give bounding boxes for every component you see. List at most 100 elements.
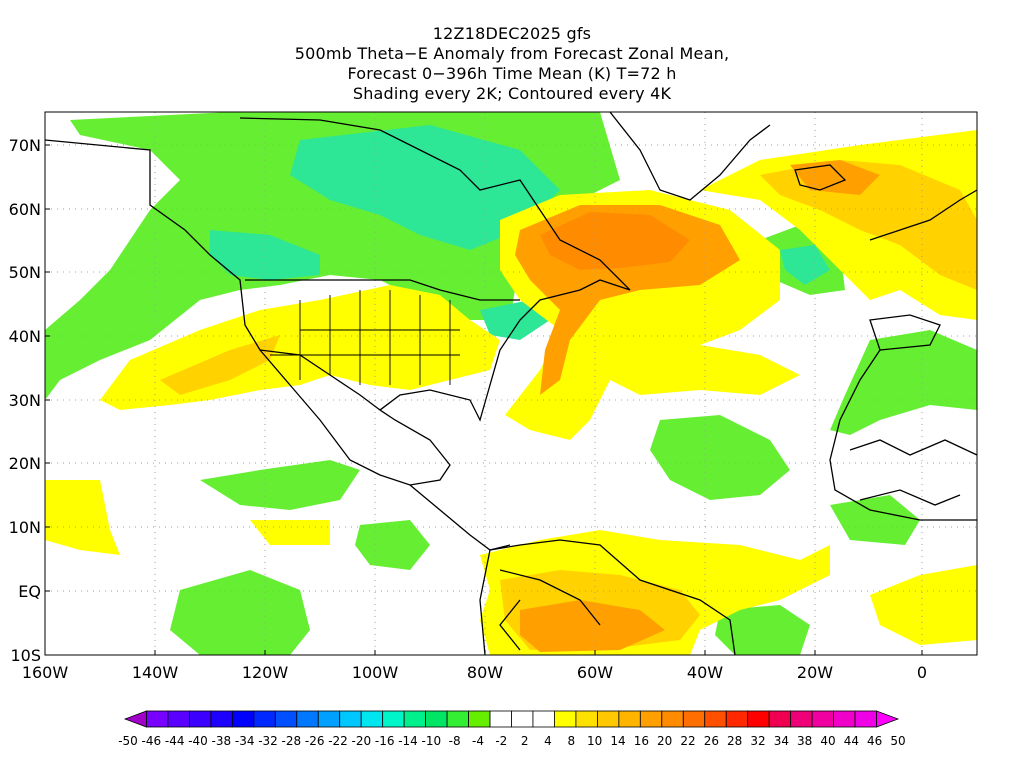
shade-green-midatlantic bbox=[830, 495, 920, 545]
shade-teal-newengland bbox=[480, 300, 550, 340]
colorbar-box bbox=[704, 710, 727, 728]
shade-orange-iceland bbox=[790, 160, 880, 195]
colorbar-label: 20 bbox=[657, 734, 672, 748]
colorbar-box bbox=[425, 710, 448, 728]
colorbar-label: 22 bbox=[680, 734, 695, 748]
lat-label: 10N bbox=[9, 518, 41, 537]
colorbar-box bbox=[747, 710, 770, 728]
coast-iberia bbox=[869, 314, 941, 351]
shade-teal-atlantic-patch bbox=[780, 245, 830, 285]
colorbar-label: 44 bbox=[844, 734, 859, 748]
colorbar-label: -20 bbox=[352, 734, 372, 748]
colorbar-label: 38 bbox=[797, 734, 812, 748]
colorbar-label: -2 bbox=[495, 734, 507, 748]
colorbar-box bbox=[167, 710, 190, 728]
colorbar-box bbox=[790, 710, 813, 728]
colorbar-label: 2 bbox=[521, 734, 529, 748]
shade-green-eastpac bbox=[355, 520, 430, 570]
colorbar-box bbox=[511, 710, 534, 728]
colorbar-label: -14 bbox=[398, 734, 418, 748]
title-line-2: 500mb Theta−E Anomaly from Forecast Zona… bbox=[294, 44, 730, 63]
shade-green-africa bbox=[830, 330, 977, 435]
colorbar-box bbox=[661, 710, 684, 728]
colorbar-box bbox=[682, 710, 706, 728]
colorbar-box bbox=[382, 710, 405, 728]
longitude-labels: 160W 140W 120W 100W 80W 60W 40W 20W 0 bbox=[22, 650, 927, 682]
colorbar-label: 16 bbox=[634, 734, 649, 748]
colorbar-box bbox=[403, 710, 427, 728]
colorbar-label: 8 bbox=[568, 734, 576, 748]
border-sam-2 bbox=[499, 599, 521, 651]
colorbar-label: -46 bbox=[142, 734, 162, 748]
coast-africa bbox=[829, 349, 977, 521]
title-line-4: Shading every 2K; Contoured every 4K bbox=[352, 84, 672, 103]
colorbar-box bbox=[446, 710, 469, 728]
colorbar-box bbox=[146, 710, 169, 728]
coast-iceland bbox=[794, 164, 847, 191]
colorbar-label: -4 bbox=[472, 734, 484, 748]
shade-yellow-eatlantic bbox=[870, 565, 977, 645]
lon-label: 0 bbox=[917, 663, 927, 682]
colorbar-box bbox=[768, 710, 792, 728]
lon-label: 40W bbox=[687, 663, 723, 682]
lat-label: 10S bbox=[10, 646, 41, 665]
colorbar-label: 28 bbox=[727, 734, 742, 748]
colorbar-label: 32 bbox=[750, 734, 765, 748]
colorbar-label: -50 bbox=[118, 734, 138, 748]
colorbar-label: -44 bbox=[165, 734, 185, 748]
shade-yellow-westpac bbox=[45, 480, 120, 555]
colorbar-box bbox=[489, 710, 512, 728]
colorbar-label: -8 bbox=[449, 734, 461, 748]
colorbar-label: 4 bbox=[544, 734, 552, 748]
shade-orange-europe bbox=[760, 160, 977, 290]
lon-label: 140W bbox=[132, 663, 179, 682]
lat-label: 20N bbox=[9, 454, 41, 473]
colorbar-box bbox=[231, 710, 255, 728]
colorbar-box bbox=[468, 710, 491, 728]
colorbar-label: 50 bbox=[890, 734, 905, 748]
coastlines bbox=[45, 112, 977, 655]
lon-label: 160W bbox=[22, 663, 69, 682]
colorbar-label: 14 bbox=[610, 734, 625, 748]
colorbar-box bbox=[618, 710, 641, 728]
shade-green-southpac bbox=[170, 570, 310, 655]
colorbar-label: -40 bbox=[188, 734, 208, 748]
shade-darkorange-sam bbox=[520, 600, 665, 652]
lat-label: 70N bbox=[9, 136, 41, 155]
colorbar-box bbox=[575, 710, 598, 728]
colorbar-box bbox=[189, 710, 212, 728]
lat-label: 50N bbox=[9, 263, 41, 282]
shade-green-sam-east bbox=[715, 605, 810, 655]
colorbar-box bbox=[532, 710, 555, 728]
colorbar-box bbox=[639, 710, 663, 728]
shade-darkorange-labrador bbox=[540, 212, 690, 270]
colorbar-label: 34 bbox=[774, 734, 789, 748]
colorbar-box bbox=[339, 710, 362, 728]
lon-label: 120W bbox=[242, 663, 289, 682]
colorbar-box bbox=[253, 710, 276, 728]
border-africa-2 bbox=[859, 489, 961, 506]
lat-label: 40N bbox=[9, 327, 41, 346]
colorbar-box bbox=[317, 710, 341, 728]
shade-teal-bc bbox=[210, 230, 320, 280]
colorbar-label: -32 bbox=[258, 734, 278, 748]
colorbar-box bbox=[811, 710, 834, 728]
anomaly-shading bbox=[45, 112, 977, 655]
colorbar-arrow-left bbox=[123, 710, 147, 728]
border-sam-1 bbox=[499, 569, 601, 626]
colorbar-labels: -50 -46 -44 -40 -38 -34 -32 -28 -26 -22 -20 -16 -14-… bbox=[118, 734, 905, 748]
lat-label: 60N bbox=[9, 200, 41, 219]
lon-label: 60W bbox=[577, 663, 613, 682]
colorbar-box bbox=[210, 710, 233, 728]
colorbar-label: -34 bbox=[235, 734, 255, 748]
colorbar-box bbox=[554, 710, 577, 728]
graticule bbox=[45, 112, 977, 655]
colorbar-label: -38 bbox=[212, 734, 232, 748]
colorbar-box bbox=[854, 710, 877, 728]
coast-greenland bbox=[609, 112, 771, 201]
colorbar-arrow-right bbox=[876, 710, 900, 728]
colorbar-label: 10 bbox=[587, 734, 602, 748]
coast-south-america bbox=[489, 539, 736, 655]
title-line-3: Forecast 0−396h Time Mean (K) T=72 h bbox=[347, 64, 677, 83]
